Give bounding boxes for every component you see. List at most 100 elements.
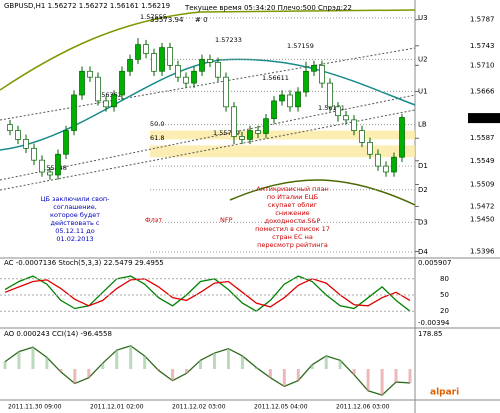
price-tick-label: 1.5549 bbox=[470, 157, 495, 165]
hash: # 0 bbox=[195, 16, 208, 24]
candle-body bbox=[103, 100, 109, 108]
candle-body bbox=[23, 139, 29, 149]
time-label: 2011.12.02 03:00 bbox=[172, 404, 226, 411]
candle-body bbox=[63, 130, 69, 155]
ma-line bbox=[0, 58, 416, 151]
current-price-box bbox=[468, 113, 500, 124]
cci-title: AO 0.000243 CCI(14) -96.4558 bbox=[4, 330, 112, 338]
candle-body bbox=[167, 47, 173, 66]
price-mark: 1.55248 bbox=[40, 164, 67, 172]
stoch-bottom: -0.00394 bbox=[418, 319, 450, 327]
candle-body bbox=[319, 64, 325, 84]
fib-label: 50.0 bbox=[150, 120, 164, 128]
note-flat: Флэт bbox=[145, 216, 162, 224]
price-mark: 1.56151 bbox=[318, 104, 345, 112]
candle-body bbox=[215, 62, 221, 78]
candle-body bbox=[39, 159, 45, 173]
price-tick-label: 1.5509 bbox=[470, 180, 495, 188]
cci-top: 178.85 bbox=[418, 330, 443, 338]
candle-body bbox=[191, 70, 197, 84]
price-tick-label: 1.5396 bbox=[470, 247, 495, 255]
stoch-top: 0.005907 bbox=[418, 259, 451, 267]
time-label: 2011.12.05 04:00 bbox=[254, 404, 308, 411]
candle-body bbox=[15, 130, 21, 140]
counter: 35573.94 bbox=[150, 16, 184, 24]
ma-line bbox=[0, 9, 416, 91]
candle-body bbox=[367, 142, 373, 155]
candle-body bbox=[159, 47, 165, 72]
candle-body bbox=[295, 91, 301, 108]
candle-body bbox=[119, 70, 125, 96]
candle-body bbox=[199, 59, 205, 72]
candle-body bbox=[239, 136, 245, 140]
candle-body bbox=[335, 106, 341, 117]
price-tick-label: 1.5710 bbox=[470, 61, 495, 69]
fib-label: 61.8 bbox=[150, 134, 164, 142]
note-italy: Антикризисный план по Италии ЕЦБ скупает… bbox=[255, 185, 330, 249]
stoch-tick-label: 80 bbox=[440, 275, 449, 283]
level-label: D4 bbox=[418, 248, 428, 256]
level-label: D3 bbox=[418, 218, 428, 226]
candle-body bbox=[231, 106, 237, 137]
candle-body bbox=[247, 130, 253, 140]
level-label: U3 bbox=[418, 14, 428, 22]
note-swap: ЦБ заключили своп-соглашение, которое бу… bbox=[40, 195, 110, 243]
candle-body bbox=[359, 130, 365, 143]
price-tick-label: 1.5666 bbox=[470, 87, 495, 95]
price-tick-label: 1.5787 bbox=[470, 16, 495, 24]
price-mark: 1.57555 bbox=[140, 13, 167, 21]
candle-body bbox=[327, 82, 333, 108]
candle-body bbox=[143, 44, 149, 54]
trend-line bbox=[0, 94, 416, 181]
candle-body bbox=[207, 59, 213, 63]
candle-body bbox=[287, 94, 293, 108]
cci-line bbox=[4, 345, 411, 396]
time-label: 2011.12.06 03:00 bbox=[336, 404, 390, 411]
candle-body bbox=[223, 76, 229, 108]
price-mark: 1.57159 bbox=[287, 42, 314, 50]
fib-zone bbox=[150, 130, 415, 140]
candle-body bbox=[263, 118, 269, 134]
candle-body bbox=[55, 153, 61, 176]
price-tick-label: 1.5587 bbox=[470, 134, 495, 142]
candle-body bbox=[111, 94, 117, 108]
candle-body bbox=[311, 64, 317, 72]
candle-body bbox=[303, 70, 309, 93]
candle-body bbox=[255, 130, 261, 134]
time-label: 2011.12.01 02:00 bbox=[90, 404, 144, 411]
level-label: U2 bbox=[418, 55, 428, 63]
price-tick-label: 1.5472 bbox=[470, 202, 495, 210]
note-box: ЦБ заключили своп-соглашение, которое бу… bbox=[40, 195, 110, 243]
note-nfp: NFP bbox=[220, 216, 233, 224]
symbol-info: GBPUSD,H1 1.56272 1.56272 1.56161 1.5621… bbox=[4, 2, 170, 10]
candle-body bbox=[183, 76, 189, 84]
terminal-info: Текущее время 05:34:20 Плечо:500 Спрэд:2… bbox=[184, 4, 352, 12]
candle-body bbox=[175, 64, 181, 78]
candle-body bbox=[71, 94, 77, 131]
level-label: U1 bbox=[418, 87, 428, 95]
stoch-signal bbox=[4, 278, 411, 308]
note-box: Антикризисный план по Италии ЕЦБ скупает… bbox=[255, 185, 330, 249]
price-tick-label: 1.5743 bbox=[470, 42, 495, 50]
candle-body bbox=[87, 70, 93, 78]
brand: alpari bbox=[430, 388, 459, 398]
time-label: 2011.11.30 09:00 bbox=[8, 404, 62, 411]
stoch-title: AC -0.0007136 Stoch(5,3,3) 22.5479 29.49… bbox=[4, 259, 164, 267]
price-mark: 1.56362 bbox=[95, 91, 122, 99]
candle-body bbox=[7, 124, 13, 131]
current-price-label: 1.56219 bbox=[470, 114, 499, 122]
candle-body bbox=[151, 53, 157, 72]
candle-body bbox=[31, 147, 37, 161]
candle-body bbox=[95, 76, 101, 102]
candle-body bbox=[47, 171, 53, 176]
candle-body bbox=[375, 153, 381, 167]
ma-line bbox=[229, 179, 416, 206]
candle-body bbox=[279, 94, 285, 102]
stoch-main bbox=[4, 275, 411, 312]
candle-body bbox=[343, 115, 349, 121]
candle-body bbox=[127, 59, 133, 72]
price-tick-label: 1.5450 bbox=[470, 215, 495, 223]
stoch-tick-label: 20 bbox=[440, 307, 449, 315]
candle-body bbox=[79, 70, 85, 96]
